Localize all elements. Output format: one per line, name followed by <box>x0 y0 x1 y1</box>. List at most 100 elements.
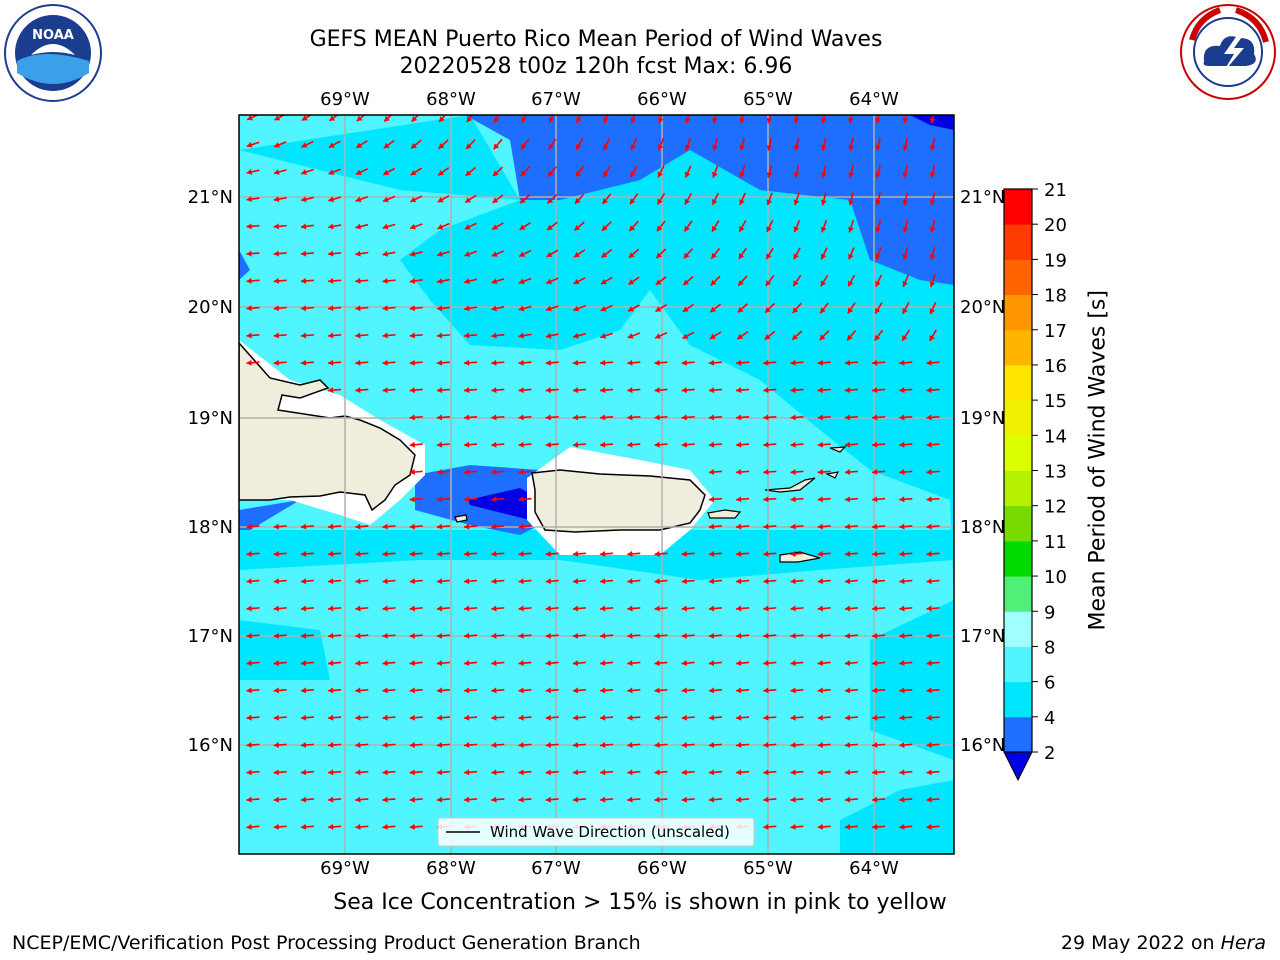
wave-direction-arrowhead <box>763 359 769 366</box>
period-region-4-6-se <box>870 600 954 760</box>
wave-direction-arrowhead <box>518 796 524 803</box>
wave-direction-arrowhead <box>820 280 826 287</box>
wave-direction-arrowhead <box>817 496 823 503</box>
wave-direction-arrowhead <box>383 142 390 149</box>
wave-direction-arrowhead <box>464 278 470 285</box>
wave-direction-arrowhead <box>872 523 878 530</box>
wave-direction-arrowhead <box>872 742 878 749</box>
wave-direction-arrowhead <box>793 226 800 233</box>
wave-direction-arrowhead <box>546 278 553 285</box>
wave-direction-arrowhead <box>493 170 499 177</box>
wave-direction-arrowhead <box>872 769 878 776</box>
wave-direction-arrowhead <box>572 660 579 667</box>
wave-direction-arrowhead <box>328 332 334 339</box>
wave-direction-arrowhead <box>875 172 882 178</box>
wave-direction-arrowhead <box>491 660 497 667</box>
wave-direction-arrowhead <box>929 308 936 314</box>
wave-direction-arrowhead <box>817 742 823 749</box>
wave-direction-arrowhead <box>355 769 361 776</box>
wave-direction-arrowhead <box>518 441 524 448</box>
wave-direction-arrowhead <box>848 280 854 287</box>
wave-direction-arrowhead <box>355 359 361 366</box>
wave-direction-arrowhead <box>301 196 307 203</box>
lon-label-top: 64°W <box>849 89 899 110</box>
wave-direction-arrowhead <box>872 359 878 366</box>
wave-direction-arrowhead <box>681 714 687 721</box>
wave-direction-arrowhead <box>545 687 551 694</box>
wave-direction-arrowhead <box>899 687 905 694</box>
land-mona <box>454 514 468 523</box>
wave-direction-arrowhead <box>736 523 742 530</box>
wave-direction-arrowhead <box>736 469 742 476</box>
wave-direction-arrowhead <box>411 116 418 122</box>
wave-direction-arrowhead <box>273 769 279 776</box>
wave-direction-arrowhead <box>872 387 878 394</box>
wave-direction-arrowhead <box>790 523 796 530</box>
wave-direction-arrowhead <box>603 171 609 178</box>
wave-direction-arrowhead <box>929 145 936 151</box>
wave-direction-arrowhead <box>708 632 715 639</box>
colorbar-tick-label: 19 <box>1044 250 1067 271</box>
wave-direction-arrowhead <box>465 170 472 176</box>
wave-direction-arrowhead <box>328 305 334 312</box>
wave-direction-arrowhead <box>627 359 633 366</box>
wave-direction-arrowhead <box>409 823 415 830</box>
wave-direction-arrowhead <box>790 632 796 639</box>
wave-direction-arrowhead <box>600 796 606 803</box>
wave-direction-arrowhead <box>681 796 687 803</box>
colorbar-extension <box>1003 751 1033 782</box>
wave-direction-arrowhead <box>436 687 443 694</box>
wave-direction-arrowhead <box>848 253 854 260</box>
wave-direction-arrowhead <box>572 359 579 366</box>
wave-direction-arrowhead <box>572 769 579 776</box>
wave-direction-arrowhead <box>273 169 280 175</box>
wave-direction-arrowhead <box>355 823 361 830</box>
wave-direction-arrowhead <box>409 523 415 530</box>
wave-direction-arrowhead <box>273 223 279 230</box>
wave-direction-arrowhead <box>328 550 334 557</box>
wave-direction-arrowhead <box>355 332 361 339</box>
wave-direction-arrowhead <box>847 334 853 341</box>
colorbar-tick-label: 6 <box>1044 673 1055 694</box>
wave-direction-arrowhead <box>764 333 771 340</box>
wave-direction-arrowhead <box>301 115 308 121</box>
wave-direction-arrowhead <box>548 116 555 123</box>
wave-direction-arrowhead <box>736 414 742 421</box>
wave-direction-arrowhead <box>600 441 606 448</box>
wave-direction-arrowhead <box>739 145 746 151</box>
wave-direction-arrowhead <box>736 578 742 585</box>
period-region-lt2-mona <box>468 488 532 520</box>
wave-direction-arrowhead <box>436 496 443 503</box>
wave-direction-arrowhead <box>712 117 718 124</box>
wave-direction-arrowhead <box>848 145 854 151</box>
wave-direction-arrowhead <box>899 387 905 394</box>
wave-direction-arrowhead <box>654 632 660 639</box>
wave-direction-arrowhead <box>710 306 717 313</box>
wave-direction-arrowhead <box>926 687 932 694</box>
wave-direction-arrowhead <box>545 769 551 776</box>
wave-direction-arrowhead <box>273 332 279 339</box>
wave-direction-arrowhead <box>820 226 827 233</box>
wave-direction-arrowhead <box>491 305 497 312</box>
wave-direction-arrowhead <box>899 578 905 585</box>
colorbar-bin <box>1004 294 1032 331</box>
wind-wave-direction-arrows <box>246 115 940 830</box>
colorbar-tick-label: 13 <box>1044 462 1067 483</box>
wave-direction-arrowhead <box>790 605 796 612</box>
wave-direction-arrowhead <box>464 769 470 776</box>
wave-direction-arrowhead <box>875 226 882 233</box>
wave-direction-arrowhead <box>630 198 636 205</box>
wave-direction-arrowhead <box>518 305 525 312</box>
wave-direction-arrowhead <box>899 359 905 366</box>
wave-direction-arrowhead <box>436 714 443 721</box>
wave-direction-arrowhead <box>817 523 823 530</box>
wave-direction-arrowhead <box>790 414 796 421</box>
wave-direction-arrowhead <box>708 550 715 557</box>
wave-direction-arrowhead <box>763 441 769 448</box>
wave-direction-arrowhead <box>436 305 443 312</box>
wave-direction-arrowhead <box>844 687 851 694</box>
wave-direction-arrowhead <box>766 253 772 260</box>
wave-direction-arrowhead <box>630 144 636 151</box>
wave-direction-arrowhead <box>382 687 388 694</box>
wave-direction-arrowhead <box>899 714 905 721</box>
